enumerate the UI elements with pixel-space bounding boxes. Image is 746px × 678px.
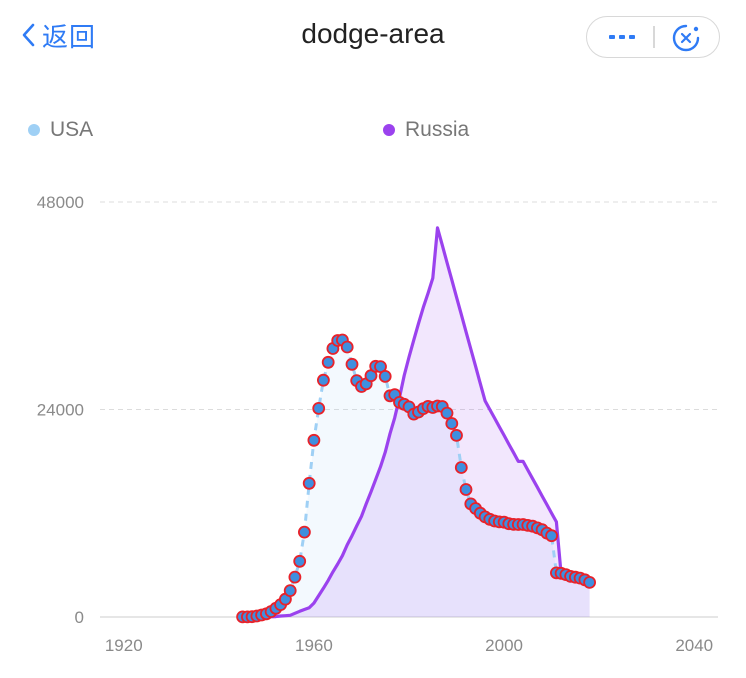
data-point-usa — [345, 357, 359, 371]
data-point-usa — [378, 369, 392, 383]
page-title: dodge-area — [301, 18, 445, 49]
data-point-usa — [302, 476, 316, 490]
x-tick-label: 2040 — [675, 636, 713, 655]
legend-marker-russia — [383, 124, 395, 136]
close-circle-icon[interactable] — [671, 23, 701, 53]
data-point-usa — [440, 406, 454, 420]
legend-marker-usa — [28, 124, 40, 136]
data-point-usa — [293, 554, 307, 568]
data-point-usa — [545, 529, 558, 543]
capsule-divider — [653, 26, 655, 48]
series-line-russia — [242, 226, 590, 619]
data-point-usa — [297, 525, 311, 539]
nav-bar: 返回 dodge-area — [0, 0, 746, 72]
data-point-usa — [316, 373, 330, 387]
legend-item-usa[interactable]: USA — [28, 116, 93, 144]
legend-item-russia[interactable]: Russia — [383, 116, 469, 144]
data-point-usa — [283, 584, 297, 597]
back-button[interactable]: 返回 — [18, 18, 96, 52]
data-point-usa — [459, 483, 473, 496]
data-point-usa — [307, 433, 321, 447]
data-point-usa — [583, 576, 596, 589]
legend-label-usa: USA — [50, 118, 94, 141]
data-point-usa — [321, 355, 335, 369]
series-area-usa — [242, 340, 590, 617]
x-tick-label: 1920 — [105, 636, 143, 655]
data-point-usa — [340, 340, 354, 354]
y-tick-label: 48000 — [37, 193, 84, 212]
back-label: 返回 — [42, 21, 97, 52]
y-axis-ticks: 0 24000 48000 — [37, 193, 84, 627]
chevron-left-icon — [22, 23, 35, 47]
x-tick-label: 2000 — [485, 636, 523, 655]
y-tick-label: 24000 — [37, 401, 84, 420]
x-tick-label: 1960 — [295, 636, 333, 655]
more-dots-icon[interactable] — [605, 25, 639, 49]
data-point-usa — [445, 417, 459, 430]
data-point-usa — [288, 570, 302, 584]
y-tick-label: 0 — [75, 608, 84, 627]
legend-label-russia: Russia — [405, 118, 470, 141]
capsule-menu — [586, 16, 720, 58]
data-point-usa — [454, 461, 468, 474]
data-point-usa — [450, 428, 463, 442]
x-axis-ticks: 1920 1960 2000 2040 — [105, 636, 713, 655]
data-point-usa — [312, 401, 326, 415]
series-markers — [236, 333, 596, 624]
